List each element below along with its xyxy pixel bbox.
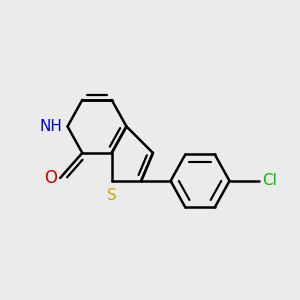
Text: Cl: Cl	[262, 173, 278, 188]
Text: O: O	[44, 169, 57, 187]
Text: NH: NH	[39, 119, 62, 134]
Text: S: S	[107, 188, 117, 203]
